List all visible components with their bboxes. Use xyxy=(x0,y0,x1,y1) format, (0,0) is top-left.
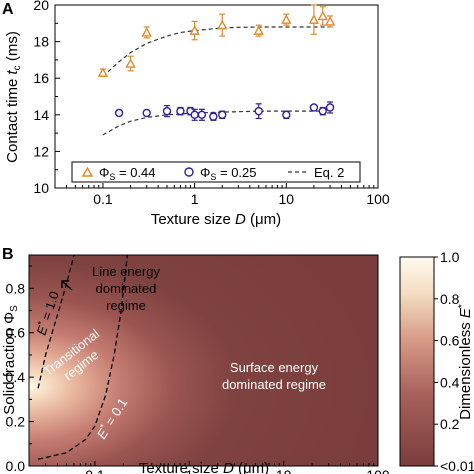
data-point-triangle xyxy=(324,15,336,26)
data-point-triangle xyxy=(97,67,109,77)
data-point-circle xyxy=(114,108,124,118)
panel-b-ticks: 0.1 1 10 100 0.0 0.2 0.4 0.6 0.8 xyxy=(6,265,390,474)
heatmap-contours xyxy=(37,255,128,460)
legend-label-044: ΦS = 0.44 xyxy=(99,165,156,182)
a-ytick-label: 20 xyxy=(33,0,49,13)
b-ytick-label: 0.0 xyxy=(6,458,26,474)
panel-a-legend: ΦS = 0.44 ΦS = 0.25 Eq. 2 xyxy=(71,161,361,183)
panel-a-xlabel: Texture size D (μm) xyxy=(151,211,281,228)
colorbar-tick-label: 0.4 xyxy=(440,374,460,390)
b-ytick-label: 0.6 xyxy=(6,325,26,341)
colorbar-label: Dimensionless E* xyxy=(457,304,474,420)
legend-label-eq2: Eq. 2 xyxy=(314,165,344,180)
b-xtick-label: 10 xyxy=(276,467,292,474)
fit-curve-1 xyxy=(102,110,331,136)
data-point-circle xyxy=(176,106,185,116)
heatmap-field xyxy=(29,255,378,466)
panel-b-xlabel: Texture size D (μm) xyxy=(139,460,269,474)
legend-triangle-marker xyxy=(81,166,94,177)
panel-b: B 0.1 1 10 100 0.0 0.2 0.4 0.6 0.8 Line energydo… xyxy=(1,246,474,474)
data-point-triangle xyxy=(189,25,200,35)
a-ytick-label: 16 xyxy=(33,70,49,86)
data-point-circle xyxy=(309,103,319,112)
b-xtick-label: 100 xyxy=(366,467,390,474)
panel-a-data-points xyxy=(97,4,336,121)
data-point-triangle xyxy=(308,14,320,24)
b-xtick-label: 1 xyxy=(185,467,193,474)
colorbar-tick-label: <0.01 xyxy=(440,458,474,474)
panel-a-ticks: 0.1 1 10 100 10 12 14 16 18 20 xyxy=(33,0,389,207)
region-surface-energy: Surface energy dominated regime xyxy=(222,360,326,392)
fit-curve-0 xyxy=(102,26,331,77)
region-line-energy: Line energy dominated regime xyxy=(92,264,160,313)
a-xtick-label: 100 xyxy=(366,191,390,207)
data-point-circle xyxy=(162,106,172,116)
panel-a: A 0.1 1 10 100 10 12 14 16 18 20 ΦS = 0.44 ΦS = 0… xyxy=(2,0,390,228)
panel-a-plot-frame xyxy=(54,4,379,189)
data-point-circle xyxy=(325,103,335,112)
data-point-triangle xyxy=(317,10,328,21)
data-point-triangle xyxy=(141,26,152,37)
data-point-circle xyxy=(209,112,218,121)
b-ytick-label: 0.4 xyxy=(6,369,26,385)
panel-b-label: B xyxy=(2,246,14,263)
data-point-triangle xyxy=(217,19,228,30)
legend-circle-marker xyxy=(184,167,194,177)
a-ytick-label: 10 xyxy=(33,180,49,196)
data-point-triangle xyxy=(253,25,264,35)
panel-a-fit-curves xyxy=(102,26,331,136)
legend-label-025: ΦS = 0.25 xyxy=(200,165,257,182)
colorbar xyxy=(399,256,435,467)
data-point-circle xyxy=(142,108,151,118)
a-ytick-label: 18 xyxy=(33,34,49,50)
data-point-triangle xyxy=(281,14,292,24)
data-point-circle xyxy=(318,106,327,116)
a-ytick-label: 12 xyxy=(33,143,49,159)
a-ytick-label: 14 xyxy=(33,107,49,123)
panel-b-ylabel: Solid fraction ΦS xyxy=(1,305,20,415)
b-xtick-label: 0.1 xyxy=(85,467,105,474)
b-ytick-label: 0.8 xyxy=(6,280,26,296)
data-point-circle xyxy=(254,106,263,116)
data-point-triangle xyxy=(125,58,136,68)
panel-a-ylabel: Contact time tc (ms) xyxy=(4,31,23,163)
a-xtick-label: 1 xyxy=(191,191,199,207)
contour-line-0 xyxy=(37,255,75,389)
colorbar-tick-label: 0.6 xyxy=(440,333,460,349)
a-xtick-label: 0.1 xyxy=(93,191,113,207)
colorbar-ticks: 1.0 0.8 0.6 0.4 0.2 <0.01 xyxy=(434,249,474,474)
colorbar-tick-label: 0.2 xyxy=(440,416,460,432)
data-point-circle xyxy=(190,110,199,120)
panel-a-label: A xyxy=(2,1,14,18)
data-point-circle xyxy=(197,110,207,120)
contour-line-1 xyxy=(37,255,128,460)
panel-b-plot-frame xyxy=(28,254,379,467)
data-point-circle xyxy=(218,110,227,120)
colorbar-tick-label: 1.0 xyxy=(440,249,460,265)
arrow-icon xyxy=(61,280,73,291)
a-xtick-label: 10 xyxy=(279,191,295,207)
legend-frame xyxy=(71,161,361,183)
data-point-circle xyxy=(282,110,291,120)
b-ytick-label: 0.2 xyxy=(6,414,26,430)
colorbar-tick-label: 0.8 xyxy=(440,291,460,307)
